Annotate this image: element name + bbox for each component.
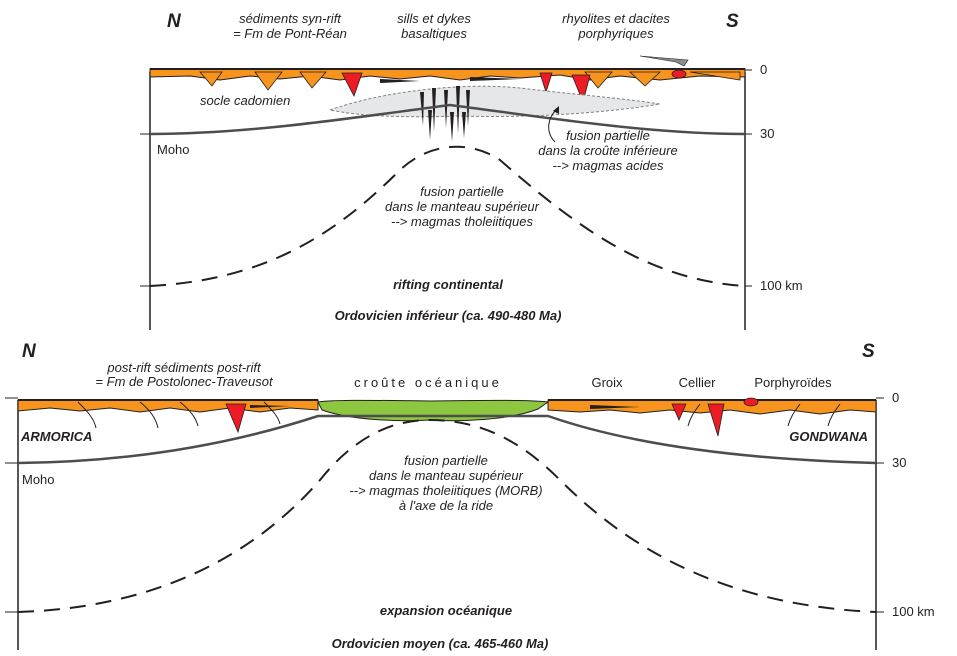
top-south-label: S <box>726 11 739 32</box>
top-basalt-dykes <box>420 86 470 142</box>
top-magma-2 <box>539 72 553 94</box>
top-socle-label: socle cadomien <box>200 93 290 108</box>
bottom-porphyroid-dome <box>743 397 759 407</box>
bottom-cellier-label: Cellier <box>679 375 717 390</box>
bottom-porph-label: Porphyroïdes <box>754 375 832 390</box>
top-mantle-melt-1: fusion partielle <box>420 184 504 199</box>
top-sills-label-1: sills et dykes <box>397 11 471 26</box>
top-mantle-melt-2: dans le manteau supérieur <box>385 199 540 214</box>
bottom-depth-100: 100 km <box>892 604 935 619</box>
top-graben-6 <box>689 71 741 81</box>
bottom-stage-label: expansion océanique <box>380 603 512 618</box>
bottom-period-label: Ordovicien moyen (ca. 465-460 Ma) <box>332 636 549 651</box>
top-magma-3 <box>571 74 591 104</box>
top-sed-label-1: sédiments syn-rift <box>239 11 342 26</box>
top-section: N S sédiments syn-rift = Fm de Pont-Réan… <box>140 11 803 330</box>
bottom-magma-cellier-2 <box>707 403 725 437</box>
top-depth-30: 30 <box>760 126 774 141</box>
bottom-lithosphere-base <box>17 418 877 613</box>
bottom-sed-label-2: = Fm de Postolonec-Traveusot <box>95 374 274 389</box>
top-graben-5 <box>628 71 662 87</box>
top-moho-line <box>149 103 746 136</box>
bottom-sill-1 <box>250 405 290 408</box>
top-graben-2 <box>254 71 283 91</box>
top-graben-4 <box>584 71 613 89</box>
top-lithosphere-base <box>149 145 746 287</box>
top-sill-2 <box>470 77 520 81</box>
top-crust-melt-1: fusion partielle <box>566 128 650 143</box>
top-graben-1 <box>199 71 223 87</box>
bottom-north-label: N <box>22 341 37 362</box>
bottom-moho-line <box>17 414 877 465</box>
bottom-depth-30: 30 <box>892 455 906 470</box>
bottom-groix-label: Groix <box>591 375 623 390</box>
top-magma-1 <box>341 72 363 98</box>
top-rhyolite-label-1: rhyolites et dacites <box>562 11 670 26</box>
top-north-label: N <box>167 11 182 32</box>
bottom-sed-label-1: post-rift sédiments post-rift <box>106 360 262 375</box>
bottom-ocean-label: croûte océanique <box>354 375 502 390</box>
top-stage-label: rifting continental <box>393 277 503 292</box>
bottom-mantle-melt-2: dans le manteau supérieur <box>369 468 524 483</box>
bottom-mantle-melt-1: fusion partielle <box>404 453 488 468</box>
top-period-label: Ordovicien inférieur (ca. 490-480 Ma) <box>335 308 562 323</box>
top-sills-label-2: basaltiques <box>401 26 467 41</box>
bottom-mantle-melt-4: à l'axe de la ride <box>399 498 493 513</box>
top-crust-melt-3: --> magmas acides <box>553 158 664 173</box>
top-crust-melt-2: dans la croûte inférieure <box>538 143 677 158</box>
top-volcanic-plume <box>639 55 689 67</box>
top-graben-3 <box>299 71 327 89</box>
top-rhyolite-label-2: porphyriques <box>577 26 654 41</box>
top-depth-0: 0 <box>760 62 767 77</box>
top-depth-100: 100 km <box>760 278 803 293</box>
bottom-south-label: S <box>862 341 875 362</box>
top-moho-label: Moho <box>157 142 190 157</box>
bottom-magma-cellier-1 <box>671 403 687 421</box>
bottom-moho-label: Moho <box>22 472 55 487</box>
bottom-oceanic-crust <box>317 399 550 422</box>
top-rhyolite-dome <box>671 69 687 79</box>
bottom-sill-2 <box>590 405 640 409</box>
bottom-faults <box>77 401 841 429</box>
top-mantle-melt-3: --> magmas tholeiitiques <box>391 214 533 229</box>
bottom-gondwana-label: GONDWANA <box>789 429 868 444</box>
top-sill-1 <box>380 79 420 83</box>
top-melt-arrowhead <box>553 106 559 114</box>
top-melt-leader <box>548 109 557 143</box>
top-sed-label-2: = Fm de Pont-Réan <box>233 26 347 41</box>
bottom-magma-1 <box>225 403 247 434</box>
bottom-mantle-melt-3: --> magmas tholeiitiques (MORB) <box>349 483 542 498</box>
bottom-armorica-label: ARMORICA <box>20 429 93 444</box>
bottom-section: N S post-rift sédiments post-rift = Fm d… <box>5 341 935 651</box>
bottom-depth-0: 0 <box>892 390 899 405</box>
